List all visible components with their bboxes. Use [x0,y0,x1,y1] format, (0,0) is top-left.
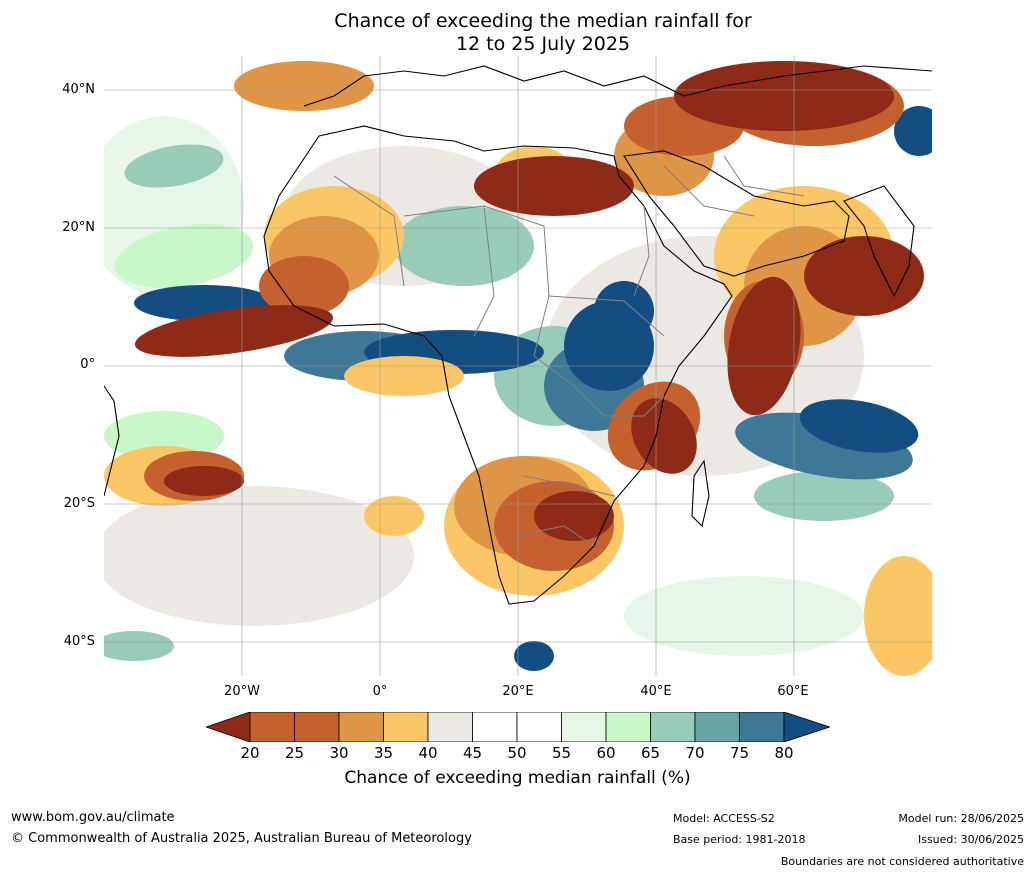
colorbar-tick-label: 45 [462,744,483,762]
colorbar-extend-high [783,712,830,742]
colorbar-cell [294,712,340,742]
footer-copyright: © Commonwealth of Australia 2025, Austra… [11,831,472,846]
country-border [523,475,615,497]
anomaly-region [124,144,224,188]
lon-label-40e: 40°E [640,684,672,699]
colorbar-cell [739,712,785,742]
colorbar-tick-label: 25 [284,744,305,762]
lon-label-20e: 20°E [502,684,534,699]
coastline [263,125,733,605]
rainfall-anomaly-regions [104,61,932,676]
colorbar-cell [472,712,518,742]
colorbar-cell [338,712,384,742]
graticule [104,56,932,676]
anomaly-region [104,486,414,626]
anomaly-region [624,576,864,656]
colorbar-tick-label: 30 [329,744,349,762]
colorbar-label: Chance of exceeding median rainfall (%) [344,768,691,788]
coastline [691,459,710,528]
anomaly-region [754,471,894,521]
map-canvas [104,56,932,676]
colorbar-cell [249,712,295,742]
country-border [533,355,605,417]
anomaly-region [134,305,334,357]
lat-label-0: 0° [80,357,95,372]
colorbar-cell [561,712,607,742]
anomaly-region [234,61,374,111]
coastlines [104,65,932,605]
colorbar-tick-label: 70 [685,744,705,762]
lon-label-0: 0° [372,684,388,699]
coastline [623,150,850,277]
coastline [104,385,120,497]
anomaly-region [104,411,224,461]
footer-model: Model: ACCESS-S2 [673,812,775,825]
colorbar-tick-label: 55 [551,744,572,762]
footer-website: www.bom.gov.au/climate [11,810,175,825]
anomaly-region [727,276,801,416]
colorbar-cell [605,712,651,742]
title-line-2: 12 to 25 July 2025 [455,33,631,55]
lon-label-60e: 60°E [777,684,809,699]
footer-disclaimer: Boundaries are not considered authoritat… [780,855,1024,868]
anomaly-region [631,398,697,474]
country-border [513,525,595,547]
colorbar-tick-label: 35 [373,744,394,762]
lat-label-20s: 20°S [63,496,95,511]
colorbar-tick-label: 75 [729,744,750,762]
colorbar-tick-label: 20 [240,744,260,762]
anomaly-region [474,156,634,216]
colorbar-tick-label: 80 [774,744,794,762]
colorbar [206,712,830,742]
country-border [633,205,650,297]
anomaly-region [394,206,534,286]
anomaly-region [804,236,924,316]
anomaly-region [514,641,554,671]
coastline [843,185,915,298]
country-border [548,295,665,337]
footer-issued: Issued: 30/06/2025 [917,833,1024,846]
anomaly-region [534,491,614,541]
colorbar-tick-label: 60 [596,744,616,762]
footer-model-run: Model run: 28/06/2025 [898,812,1024,825]
map-title: Chance of exceeding the median rainfall … [0,10,1035,56]
colorbar-tick-label: 40 [418,744,438,762]
country-border [663,165,755,217]
colorbar-cell [694,712,740,742]
title-line-1: Chance of exceeding the median rainfall … [334,10,752,32]
anomaly-region [364,496,424,536]
colorbar-tick-label: 50 [507,744,527,762]
footer-base-period: Base period: 1981-2018 [673,833,806,846]
lat-label-40n: 40°N [62,82,95,97]
anomaly-region [114,224,254,288]
anomaly-region [799,399,919,453]
country-border [604,395,665,417]
colorbar-cell [650,712,696,742]
coastline [303,65,932,107]
lat-label-40s: 40°S [63,634,95,649]
colorbar-cell [383,712,429,742]
anomaly-region [164,466,244,496]
rainfall-map [104,56,932,676]
colorbar-cell [516,712,562,742]
anomaly-region [594,281,654,341]
colorbar-extend-low [206,712,251,742]
anomaly-region [259,256,349,316]
lon-label-20w: 20°W [224,684,260,699]
country-border [333,175,405,287]
lat-label-20n: 20°N [62,220,95,235]
anomaly-region [894,106,932,156]
country-border [723,155,805,197]
anomaly-region [104,631,174,661]
anomaly-region [864,556,932,676]
colorbar-tick-label: 65 [640,744,661,762]
colorbar-cell [427,712,473,742]
anomaly-region [674,61,894,131]
country-border [473,205,495,337]
